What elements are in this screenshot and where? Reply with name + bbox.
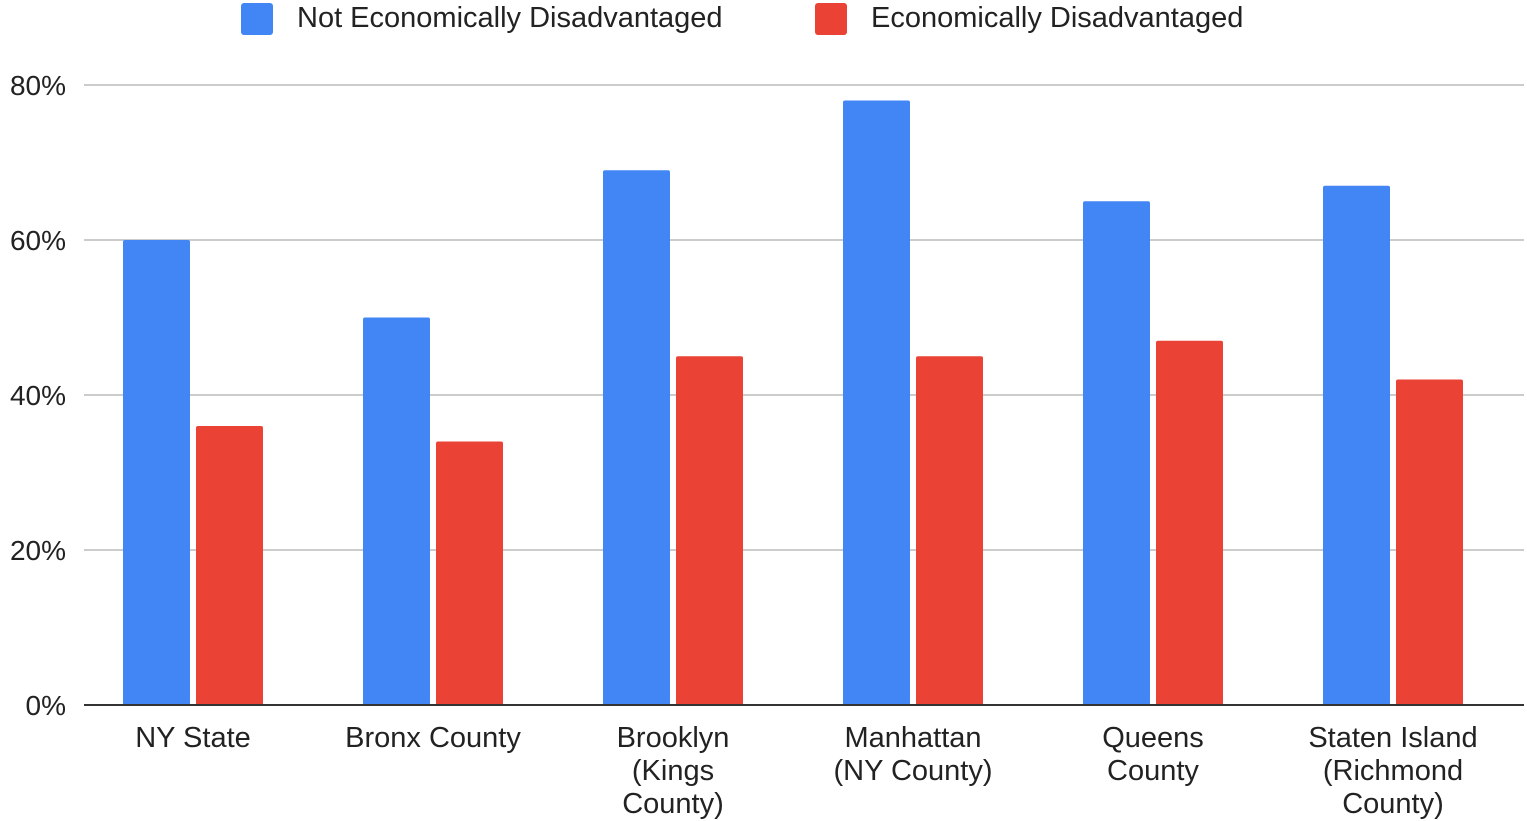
bar-disadvantaged xyxy=(916,356,983,705)
y-tick-label: 60% xyxy=(10,225,66,256)
legend: Not Economically Disadvantaged Economica… xyxy=(0,0,1527,40)
bar-not-disadvantaged xyxy=(1323,185,1390,705)
legend-label: Economically Disadvantaged xyxy=(871,2,1244,34)
legend-swatch-red xyxy=(815,2,847,35)
x-tick-label: County) xyxy=(622,788,724,820)
x-tick-label: (NY County) xyxy=(833,755,992,787)
bar-disadvantaged xyxy=(676,356,743,705)
y-tick-label: 0% xyxy=(26,690,66,721)
bar-not-disadvantaged xyxy=(363,317,430,705)
bar-not-disadvantaged xyxy=(843,100,910,705)
legend-label: Not Economically Disadvantaged xyxy=(297,2,723,34)
legend-swatch-blue xyxy=(241,2,273,35)
x-tick-label: Brooklyn xyxy=(617,722,730,754)
bar-not-disadvantaged xyxy=(123,240,190,705)
x-tick-label: (Kings xyxy=(632,755,714,787)
x-tick-label: Queens xyxy=(1102,722,1204,754)
legend-item-disadvantaged[interactable]: Economically Disadvantaged xyxy=(815,2,1243,35)
x-tick-label: NY State xyxy=(135,722,251,754)
bar-disadvantaged xyxy=(436,441,503,705)
x-tick-label: (Richmond xyxy=(1323,755,1463,787)
y-tick-label: 20% xyxy=(10,535,66,566)
bar-not-disadvantaged xyxy=(603,170,670,705)
x-tick-label: Staten Island xyxy=(1308,722,1477,754)
x-tick-label: Manhattan xyxy=(844,722,981,754)
bar-disadvantaged xyxy=(1396,379,1463,705)
y-tick-label: 80% xyxy=(10,70,66,101)
bar-disadvantaged xyxy=(196,426,263,705)
bar-not-disadvantaged xyxy=(1083,201,1150,705)
bar-disadvantaged xyxy=(1156,340,1223,705)
x-tick-label: County xyxy=(1107,755,1199,787)
x-tick-label: Bronx County xyxy=(345,722,521,754)
y-tick-label: 40% xyxy=(10,380,66,411)
legend-item-not-disadvantaged[interactable]: Not Economically Disadvantaged xyxy=(241,2,723,35)
x-tick-label: County) xyxy=(1342,788,1444,820)
